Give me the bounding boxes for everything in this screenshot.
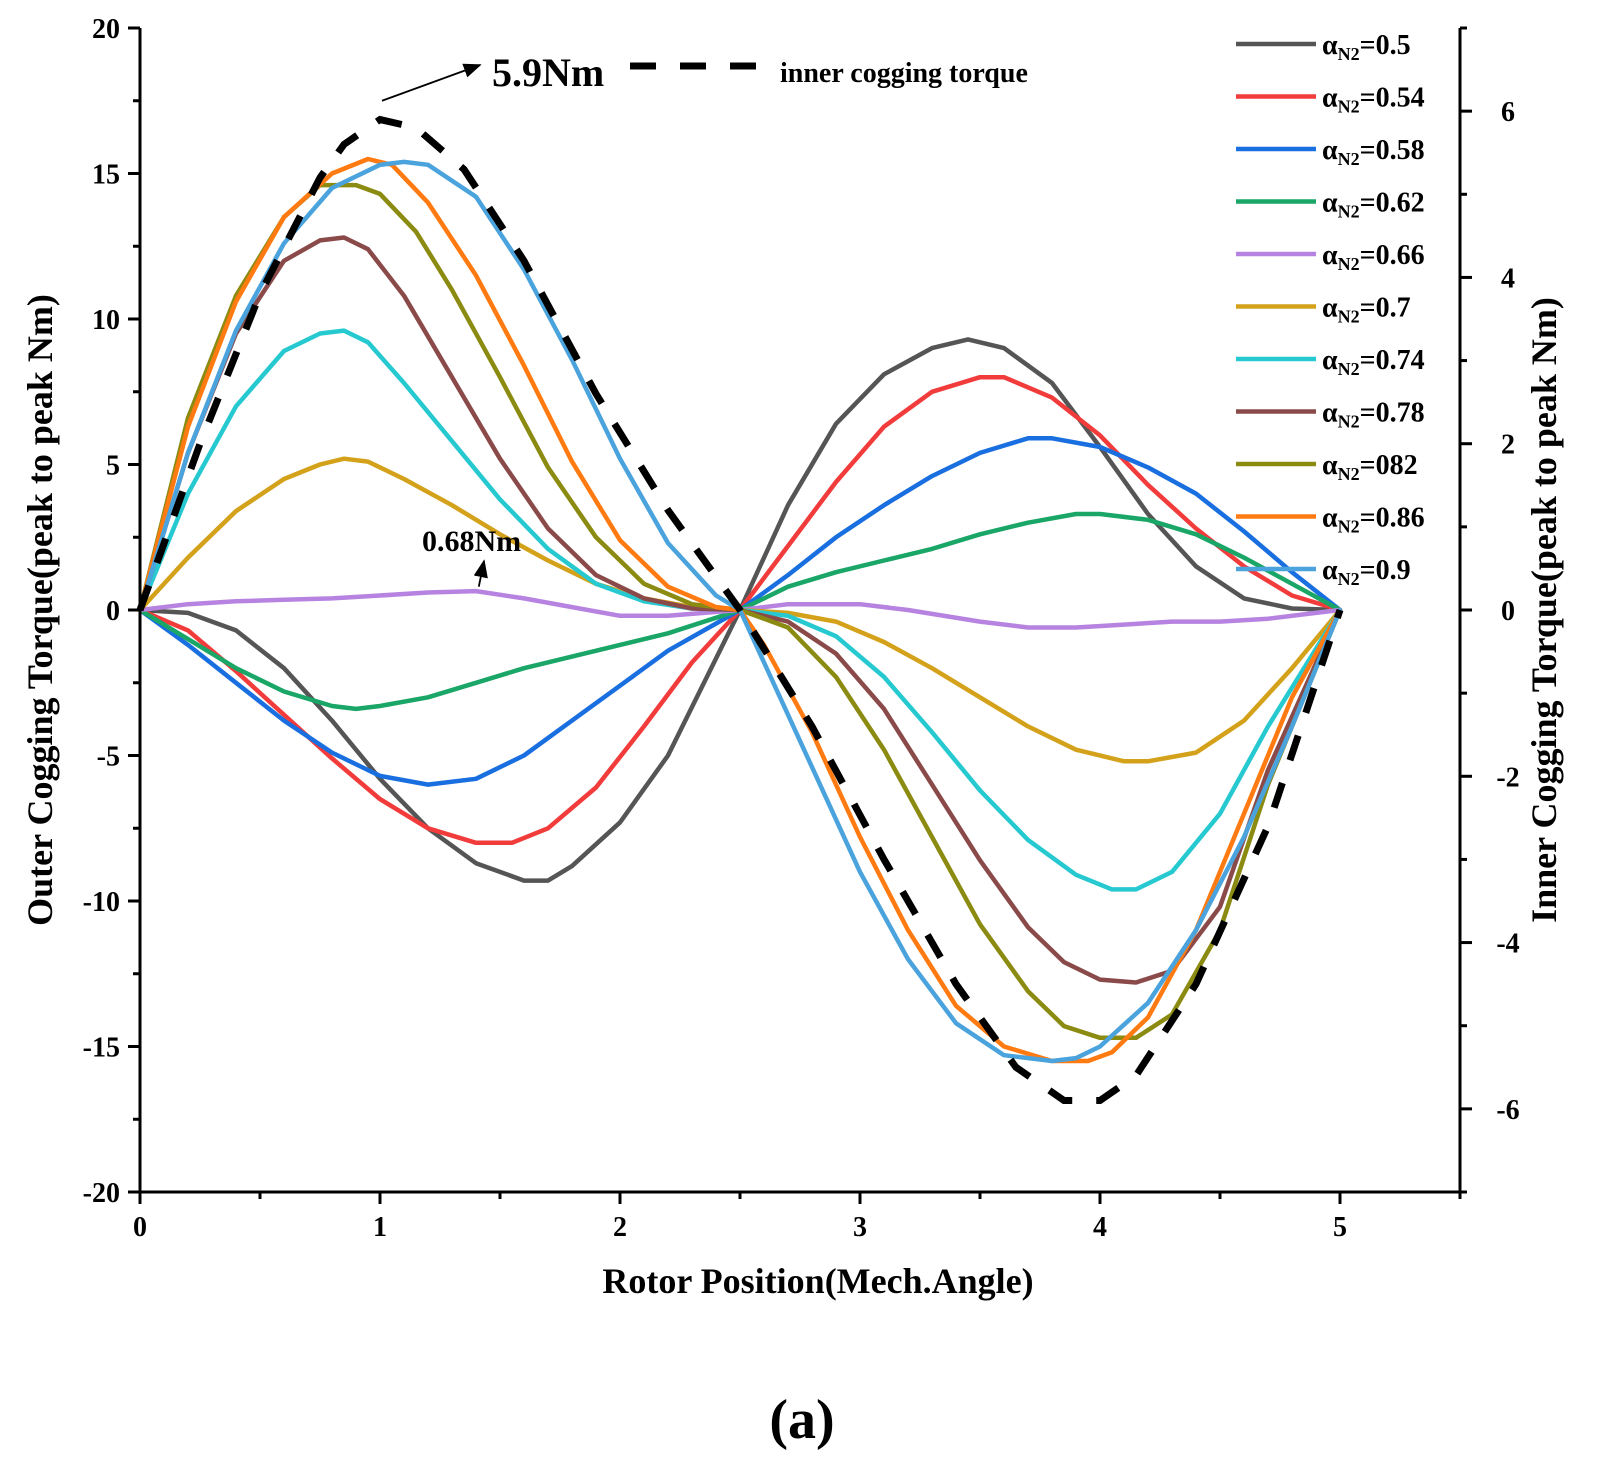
- legend-label-3: αN2=0.58: [1322, 135, 1425, 169]
- legend-alpha: α: [1322, 83, 1338, 114]
- y-tick-label: 5: [106, 451, 120, 482]
- legend-subscript: N2: [1338, 44, 1360, 64]
- legend-subscript: N2: [1338, 569, 1360, 589]
- legend-value: =0.66: [1360, 240, 1425, 271]
- legend-alpha: α: [1322, 398, 1338, 429]
- legend-label-1: αN2=0.5: [1322, 30, 1411, 64]
- inner-cogging-line: [136, 115, 1344, 1104]
- legend-label-7: αN2=0.74: [1322, 345, 1425, 379]
- legend-subscript: N2: [1338, 307, 1360, 327]
- legend-label-5: αN2=0.66: [1322, 240, 1425, 274]
- legend-subscript: N2: [1338, 359, 1360, 379]
- y-axis-title: Outer Cogging Torque(peak to peak Nm): [20, 294, 60, 926]
- legend-subscript: N2: [1338, 517, 1360, 537]
- y2-tick-label: -6: [1496, 1095, 1519, 1126]
- legend-subscript: N2: [1338, 464, 1360, 484]
- legend-label-9: αN2=082: [1322, 450, 1418, 484]
- y-tick-label: -20: [83, 1178, 120, 1209]
- legend-subscript: N2: [1338, 254, 1360, 274]
- legend-subscript: N2: [1338, 149, 1360, 169]
- legend-alpha: α: [1322, 135, 1338, 166]
- inner-cogging-dashed-line: [136, 115, 1344, 1104]
- x-tick-label: 2: [613, 1212, 627, 1243]
- legend-value: =082: [1360, 450, 1418, 481]
- y-tick-label: 0: [106, 596, 120, 627]
- legend-value: =0.62: [1360, 188, 1425, 219]
- y2-axis-title: Inner Cogging Torque(peak to peak Nm): [1524, 297, 1564, 923]
- legend-label-10: αN2=0.86: [1322, 503, 1425, 537]
- y-tick-label: 10: [92, 305, 120, 336]
- legend-alpha: α: [1322, 503, 1338, 534]
- annotations: 5.9Nm 0.68Nm: [381, 50, 604, 587]
- legend-value: =0.9: [1360, 555, 1411, 586]
- legend-value: =0.58: [1360, 135, 1425, 166]
- y2-tick-label: 6: [1501, 97, 1515, 128]
- legend-alpha: α: [1322, 293, 1338, 324]
- annotation-arrow: [473, 559, 488, 587]
- legend-label-inner: inner cogging torque: [780, 58, 1028, 89]
- legend-alpha: α: [1322, 30, 1338, 61]
- legend: inner cogging torqueαN2=0.5αN2=0.54αN2=0…: [630, 30, 1425, 589]
- annotation-arrow: [381, 63, 482, 102]
- legend-label-8: αN2=0.78: [1322, 398, 1425, 432]
- annotation-peak-inner: 5.9Nm: [492, 50, 604, 95]
- y-tick-label: -10: [83, 887, 120, 918]
- annotation-min-outer: 0.68Nm: [422, 525, 521, 558]
- legend-label-11: αN2=0.9: [1322, 555, 1411, 589]
- legend-label-2: αN2=0.54: [1322, 83, 1425, 117]
- legend-value: =0.7: [1360, 293, 1411, 324]
- legend-subscript: N2: [1338, 97, 1360, 117]
- legend-subscript: N2: [1338, 412, 1360, 432]
- x-tick-label: 1: [373, 1212, 387, 1243]
- legend-value: =0.86: [1360, 503, 1425, 534]
- y2-tick-label: 0: [1501, 596, 1515, 627]
- y2-tick-label: -2: [1496, 762, 1519, 793]
- y2-tick-label: 4: [1501, 263, 1515, 294]
- legend-alpha: α: [1322, 188, 1338, 219]
- y-tick-label: -15: [83, 1033, 120, 1064]
- legend-value: =0.5: [1360, 30, 1411, 61]
- x-tick-label: 5: [1333, 1212, 1347, 1243]
- x-tick-label: 4: [1093, 1212, 1107, 1243]
- legend-label-4: αN2=0.62: [1322, 188, 1425, 222]
- y2-tick-label: -4: [1496, 929, 1519, 960]
- x-axis-title: Rotor Position(Mech.Angle): [602, 1261, 1033, 1301]
- y-tick-label: -5: [97, 742, 120, 773]
- legend-label-6: αN2=0.7: [1322, 293, 1411, 327]
- y2-tick-label: 2: [1501, 430, 1515, 461]
- legend-value: =0.78: [1360, 398, 1425, 429]
- y-tick-label: 20: [92, 14, 120, 45]
- legend-value: =0.74: [1360, 345, 1425, 376]
- series-line-3: [137, 436, 1343, 787]
- axes: 0 1 2 3 4 5-20-15-10-505101520-6-4-20246Rotor…: [20, 14, 1564, 1301]
- legend-alpha: α: [1322, 555, 1338, 586]
- x-tick-label: 0: [133, 1212, 147, 1243]
- legend-alpha: α: [1322, 450, 1338, 481]
- legend-alpha: α: [1322, 345, 1338, 376]
- legend-subscript: N2: [1338, 202, 1360, 222]
- legend-value: =0.54: [1360, 83, 1425, 114]
- figure-caption: (a): [769, 1389, 834, 1451]
- y-tick-label: 15: [92, 160, 120, 191]
- legend-alpha: α: [1322, 240, 1338, 271]
- x-tick-label: 3: [853, 1212, 867, 1243]
